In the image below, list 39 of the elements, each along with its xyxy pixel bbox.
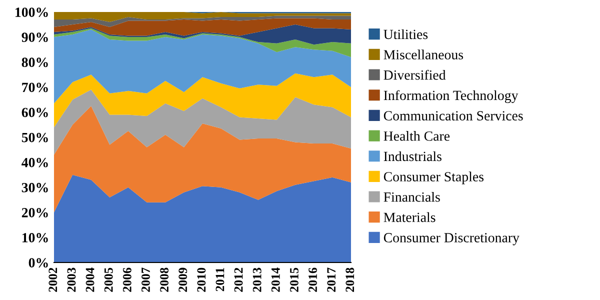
legend-label: Diversified xyxy=(384,70,446,80)
legend-label: Information Technology xyxy=(384,90,518,103)
y-tick-label: 80% xyxy=(22,58,48,68)
x-tick-label: 2013 xyxy=(252,268,262,292)
y-tick-label: 90% xyxy=(22,32,48,42)
x-tick-label: 2004 xyxy=(86,268,94,292)
x-tick-label: 2016 xyxy=(308,268,318,292)
x-tick-label: 2009 xyxy=(178,268,188,292)
x-tick-label: 2007 xyxy=(142,268,150,292)
y-tick-label: 100% xyxy=(16,8,48,17)
x-tick-label: 2018 xyxy=(346,268,354,292)
x-tick-label: 2017 xyxy=(327,268,336,292)
legend-label: Consumer Discretionary xyxy=(384,233,520,246)
y-tick-label: 50% xyxy=(22,132,48,142)
legend-label: Financials xyxy=(384,192,440,202)
y-tick-label: 60% xyxy=(22,108,48,118)
x-tick-label: 2012 xyxy=(234,268,243,292)
y-tick-label: 40% xyxy=(22,158,48,168)
y-tick-label: 20% xyxy=(22,208,48,218)
legend-label: Miscellaneous xyxy=(384,50,464,60)
legend-label: Industrials xyxy=(384,151,442,162)
x-tick-label: 2010 xyxy=(197,268,206,292)
x-tick-label: 2015 xyxy=(290,268,298,292)
legend-label: Health Care xyxy=(384,131,450,141)
x-tick-label: 2005 xyxy=(104,268,113,292)
legend-label: Communication Services xyxy=(384,111,523,120)
y-tick-label: 70% xyxy=(22,82,48,92)
x-tick-label: 2006 xyxy=(122,268,132,292)
y-tick-label: 10% xyxy=(22,233,48,242)
x-tick-label: 2008 xyxy=(160,268,169,292)
legend-label: Utilities xyxy=(384,29,428,40)
x-tick-label: 2003 xyxy=(67,268,76,292)
x-tick-label: 2002 xyxy=(48,268,58,292)
y-tick-label: 30% xyxy=(22,182,48,192)
x-tick-label: 2014 xyxy=(271,268,280,292)
legend-label: Consumer Staples xyxy=(384,172,484,184)
x-tick-label: 2011 xyxy=(216,268,224,292)
y-tick-label: 0% xyxy=(28,258,48,268)
legend-label: Materials xyxy=(384,212,436,222)
